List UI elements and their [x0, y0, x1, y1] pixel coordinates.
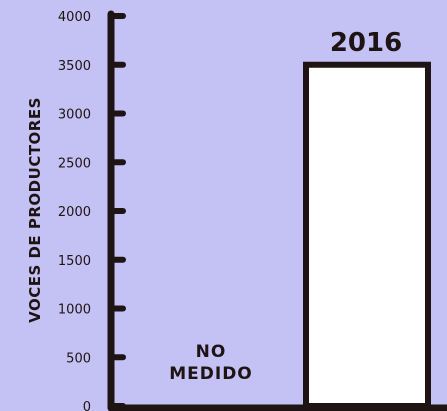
no-data-label-line: NO [196, 342, 227, 362]
y-tick-label: 0 [83, 400, 91, 411]
y-tick-label: 1000 [58, 303, 91, 318]
bars-group: 2016 [303, 28, 431, 409]
no-data-label-line: MEDIDO [169, 364, 253, 384]
y-tick-label: 3000 [58, 108, 91, 123]
y-tick-label: 2000 [58, 205, 91, 220]
y-tick-label: 4000 [58, 10, 91, 25]
y-tick-label: 3500 [58, 59, 91, 74]
bar-2016 [303, 61, 431, 409]
bar-label: 2016 [330, 28, 402, 58]
y-tick-label: 2500 [58, 156, 91, 171]
y-tick-label: 1500 [58, 254, 91, 269]
y-axis-label: VOCES DE PRODUCTORES [26, 97, 44, 323]
y-tick-label: 500 [66, 351, 91, 366]
